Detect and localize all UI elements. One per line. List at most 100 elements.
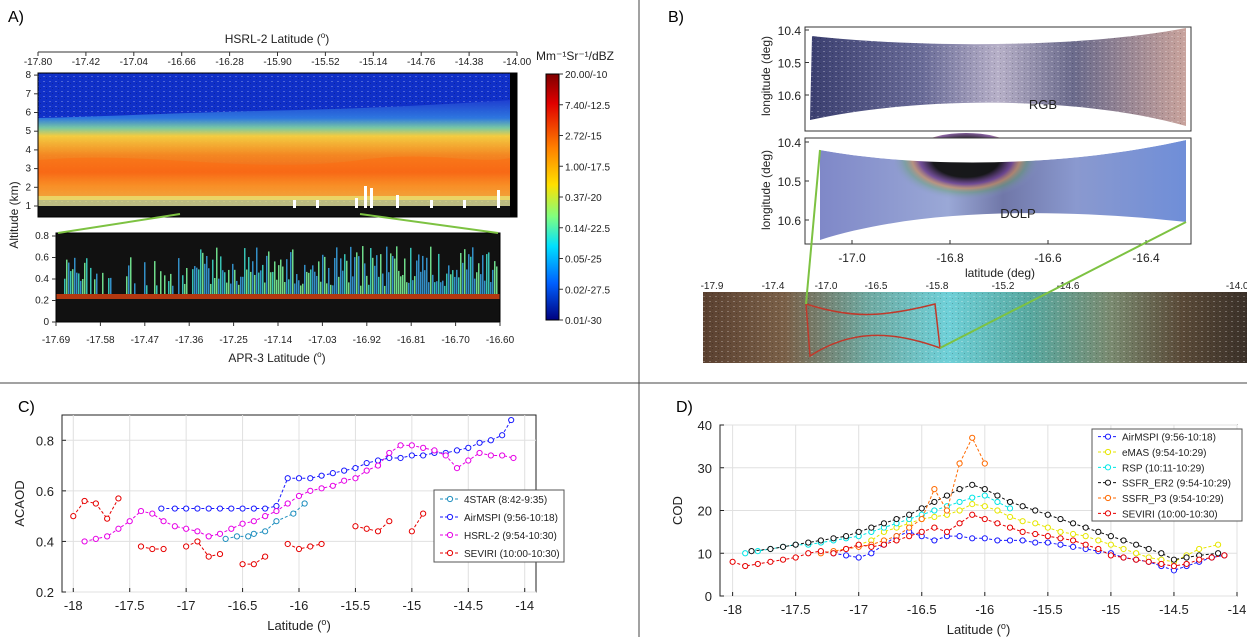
data-point xyxy=(160,518,167,525)
data-point xyxy=(1019,518,1026,525)
data-point xyxy=(363,459,370,467)
data-point xyxy=(194,505,201,512)
x-tick-label: -17.5 xyxy=(781,602,811,617)
x-tick-label: -18 xyxy=(723,602,742,617)
x-tick-label: -15 xyxy=(1102,602,1121,617)
legend-entry: SEVIRI (10:00-10:30) xyxy=(1122,509,1218,520)
data-point xyxy=(855,554,862,561)
colorbar-tick-label: 0.37/-20 xyxy=(565,193,602,204)
data-point xyxy=(918,515,925,523)
legend-entry: eMAS (9:54-10:29) xyxy=(1122,448,1207,459)
data-point xyxy=(250,561,257,568)
apr3-tick-label: -16.92 xyxy=(353,335,382,346)
data-point xyxy=(868,543,875,550)
data-point xyxy=(1082,541,1089,548)
data-point xyxy=(981,492,988,499)
hsrl-tick-label: -16.28 xyxy=(215,57,244,68)
strip-tick-label: -17.9 xyxy=(701,281,724,292)
colorbar-ticks: 20.00/-10 7.40/-12.5 2.72/-15 1.00/-17.5 0.3… xyxy=(559,70,610,327)
x-tick-label: -15 xyxy=(402,598,421,613)
data-point xyxy=(1006,524,1014,531)
longitude-axis-title-rgb: longitude (deg) xyxy=(759,36,773,116)
data-point xyxy=(1044,539,1051,546)
rgb-label: RGB xyxy=(1029,97,1057,112)
data-point xyxy=(363,525,370,532)
altitude-ticks-upper: 1 2 3 4 5 6 7 8 xyxy=(25,70,38,212)
data-point xyxy=(1107,552,1115,559)
data-point xyxy=(943,528,951,535)
altitude-ticks-lower: 0 0.2 0.4 0.6 0.8 xyxy=(35,231,56,328)
data-point xyxy=(318,472,325,479)
data-point xyxy=(1006,513,1014,521)
data-point xyxy=(1006,537,1014,544)
apr3-tick-label: -17.25 xyxy=(219,335,248,346)
x-tick-label: -14 xyxy=(1228,602,1247,617)
altitude-tick-label: 1 xyxy=(25,201,31,212)
data-point xyxy=(1133,541,1140,548)
x-tick-label: -17.5 xyxy=(115,598,145,613)
data-point xyxy=(386,518,393,525)
data-point xyxy=(228,525,235,532)
data-point xyxy=(1095,528,1102,535)
data-point xyxy=(262,553,269,560)
data-point xyxy=(137,543,145,550)
apr3-tick-label: -17.69 xyxy=(42,335,71,346)
strip-tick-label: -15.8 xyxy=(926,281,949,292)
legend-marker xyxy=(446,513,454,521)
data-point xyxy=(1183,554,1190,561)
data-point xyxy=(115,495,122,502)
legend-entry: RSP (10:11-10:29) xyxy=(1122,463,1204,474)
data-point xyxy=(994,520,1001,527)
longitude-tick-label: 10.4 xyxy=(778,24,802,38)
legend-entry: AirMSPI (9:56-10:18) xyxy=(1122,433,1216,444)
data-point xyxy=(918,528,925,535)
data-point xyxy=(216,530,224,537)
legend-entry: HSRL-2 (9:54-10:30) xyxy=(464,531,557,542)
data-point xyxy=(374,457,382,464)
legend-entry: 4STAR (8:42-9:35) xyxy=(464,495,547,506)
data-point xyxy=(931,537,938,544)
data-point xyxy=(216,505,224,512)
data-point xyxy=(855,528,862,535)
data-point xyxy=(233,533,241,540)
data-point xyxy=(981,515,988,523)
data-point xyxy=(205,533,212,540)
hsrl-axis-title: HSRL-2 Latitude (o) xyxy=(225,31,330,46)
data-point xyxy=(969,511,976,518)
legend-marker xyxy=(1104,494,1112,502)
series-line xyxy=(355,520,390,532)
longitude-ticks: 10.4 10.5 10.6 10.4 10.5 10.6 xyxy=(778,24,809,228)
data-point xyxy=(329,470,336,477)
legend-entry: SSFR_P3 (9:54-10:29) xyxy=(1122,494,1224,505)
data-point xyxy=(1214,550,1222,557)
data-point xyxy=(981,503,988,510)
data-point xyxy=(1044,511,1051,518)
data-point xyxy=(729,558,736,565)
hsrl-tick-label: -16.66 xyxy=(168,57,197,68)
data-point xyxy=(307,475,314,482)
x-tick-label: -15.5 xyxy=(1033,602,1063,617)
data-point xyxy=(386,449,393,457)
data-point xyxy=(137,507,145,515)
data-point xyxy=(842,552,850,559)
data-point xyxy=(1095,537,1102,544)
x-tick-label: -14 xyxy=(515,598,534,613)
data-point xyxy=(1107,533,1115,540)
data-point xyxy=(92,500,99,507)
data-point xyxy=(352,523,359,530)
data-point xyxy=(476,439,483,446)
data-point xyxy=(1032,507,1039,514)
data-point xyxy=(805,539,812,546)
hsrl-tick-label: -15.14 xyxy=(359,57,388,68)
panel-d-label: D) xyxy=(676,399,693,416)
legend xyxy=(1091,428,1243,522)
strip-tick-label: -17.0 xyxy=(815,281,838,292)
legend-marker xyxy=(446,549,454,557)
data-point xyxy=(931,498,938,506)
data-point xyxy=(228,505,235,512)
altitude-tick-label: 0 xyxy=(43,317,49,328)
strip-ticks: -17.9 -17.4 -17.0 -16.5 -15.8 -15.2 -14.6 -14.0… xyxy=(701,281,1247,292)
data-point xyxy=(104,533,111,540)
altitude-tick-label: 3 xyxy=(25,164,31,175)
legend-entry: SEVIRI (10:00-10:30) xyxy=(464,549,560,560)
